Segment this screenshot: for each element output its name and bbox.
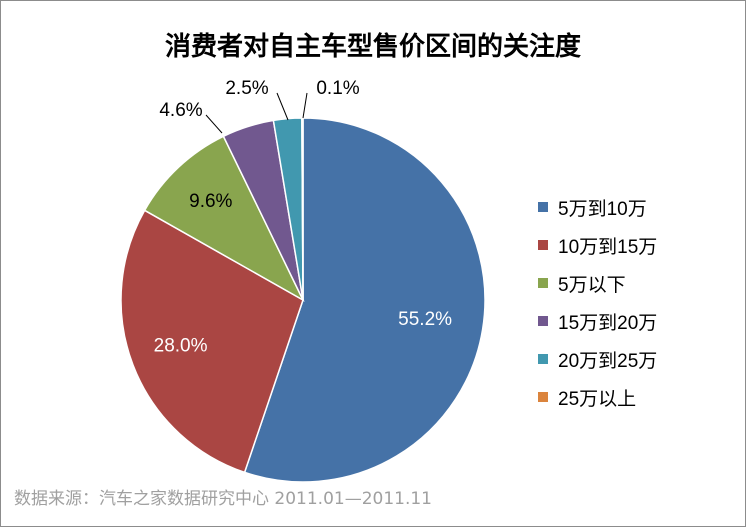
slice-label: 55.2% [398,309,452,330]
slice-label: 9.6% [189,191,232,212]
leader-line [302,92,308,119]
legend-item: 20万到25万 [538,340,657,378]
leader-line [205,114,223,134]
legend-item: 15万到20万 [538,302,657,340]
legend-swatch [538,240,548,250]
pie-slice [301,117,304,301]
slice-label: 4.6% [159,100,202,121]
legend-swatch [538,202,548,212]
slice-label: 28.0% [154,336,208,357]
legend-swatch [538,354,548,364]
legend-label: 5万到10万 [558,198,647,220]
legend-label: 15万到20万 [558,312,658,334]
legend-swatch [538,278,548,288]
legend-label: 10万到15万 [558,236,658,258]
slice-label: 2.5% [225,78,268,99]
legend-item: 5万以下 [538,264,657,302]
legend-swatch [538,392,548,402]
legend-item: 10万到15万 [538,226,657,264]
slice-label: 0.1% [316,78,359,99]
legend-item: 25万以上 [538,378,657,416]
legend-swatch [538,316,548,326]
legend-label: 5万以下 [558,274,626,296]
source-note: 数据来源：汽车之家数据研究中心 2011.01—2011.11 [14,489,433,509]
legend-label: 20万到25万 [558,350,658,372]
leader-line [276,92,289,121]
pie-slice [143,135,305,302]
pie-slice [120,209,304,474]
chart-title: 消费者对自主车型售价区间的关注度 [164,32,581,62]
legend: 5万到10万 10万到15万 5万以下 15万到20万 20万到25万 25万以上 [538,188,657,416]
pie-slice [243,117,486,483]
legend-label: 25万以上 [558,388,637,410]
legend-item: 5万到10万 [538,188,657,226]
